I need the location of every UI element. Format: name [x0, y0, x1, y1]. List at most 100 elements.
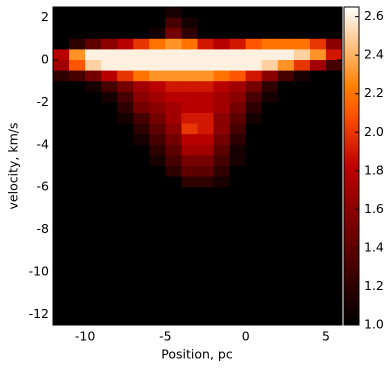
heatmap-cell	[197, 187, 214, 199]
heatmap-cell	[181, 7, 198, 18]
heatmap-cell	[181, 28, 198, 40]
y-tick-label: -8	[37, 221, 50, 236]
heatmap-cell	[277, 91, 295, 103]
heatmap-cell	[53, 134, 70, 146]
heatmap-cell	[53, 17, 70, 29]
heatmap-cell	[53, 38, 70, 50]
heatmap-cell	[181, 113, 198, 124]
heatmap-cell	[101, 197, 118, 209]
heatmap-cell	[277, 38, 295, 50]
heatmap-cell	[261, 7, 279, 18]
heatmap-cell	[309, 81, 327, 93]
heatmap-cell	[133, 155, 150, 167]
heatmap-cell	[85, 176, 102, 188]
heatmap-cell	[117, 38, 134, 50]
heatmap-cell	[309, 166, 327, 177]
heatmap-cell	[309, 7, 327, 18]
heatmap-cell	[85, 70, 102, 82]
heatmap-cell	[245, 155, 263, 167]
heatmap-cell	[117, 60, 134, 71]
x-tick-label: -5	[159, 329, 171, 344]
heatmap-cell	[245, 60, 263, 71]
y-tick-label: -6	[37, 179, 50, 194]
heatmap-cell	[261, 144, 279, 156]
heatmap-cell	[229, 81, 247, 93]
heatmap-cell	[213, 28, 231, 40]
heatmap-cell	[117, 113, 134, 124]
heatmap-cell	[277, 113, 295, 124]
x-tick-label: 5	[322, 329, 330, 344]
heatmap-cell	[53, 155, 70, 167]
heatmap-cell	[325, 144, 343, 156]
heatmap-cell	[213, 134, 231, 146]
heatmap-cell	[245, 197, 263, 209]
heatmap-cell	[85, 17, 102, 29]
heatmap-cell	[181, 197, 198, 209]
heatmap-cell	[293, 155, 311, 167]
heatmap-cell	[229, 134, 247, 146]
y-tick-label: -4	[37, 136, 50, 151]
heatmap-cell	[277, 166, 295, 177]
heatmap-cell	[277, 81, 295, 93]
heatmap-cell	[229, 17, 247, 29]
heatmap-cell	[229, 60, 247, 71]
heatmap-cell	[53, 91, 70, 103]
heatmap-cell	[165, 70, 182, 82]
heatmap-cell	[245, 38, 263, 50]
heatmap-cell	[117, 134, 134, 146]
heatmap-cell	[197, 7, 214, 18]
heatmap-cell	[101, 91, 118, 103]
heatmap-cell	[69, 166, 86, 177]
heatmap-cell	[309, 17, 327, 29]
heatmap-cell	[117, 17, 134, 29]
heatmap-cell	[165, 155, 182, 167]
heatmap-cell	[197, 144, 214, 156]
heatmap-cell	[181, 166, 198, 177]
heatmap-cell	[165, 134, 182, 146]
heatmap-cell	[181, 134, 198, 146]
heatmap-cell	[69, 38, 86, 50]
heatmap-cell	[325, 197, 343, 209]
heatmap-cell	[53, 49, 70, 61]
heatmap-cell	[149, 102, 166, 114]
heatmap-cell	[101, 7, 118, 18]
heatmap-cell	[181, 123, 198, 135]
heatmap-cell	[293, 28, 311, 40]
heatmap-cell	[245, 7, 263, 18]
heatmap-cell	[85, 166, 102, 177]
heatmap-cell	[213, 123, 231, 135]
heatmap-cell	[261, 134, 279, 146]
heatmap-cell	[309, 102, 327, 114]
y-tick-label: 2	[41, 9, 49, 24]
heatmap-cell	[277, 123, 295, 135]
heatmap-cell	[85, 7, 102, 18]
heatmap-cell	[117, 144, 134, 156]
heatmap-cell	[85, 28, 102, 40]
heatmap-cell	[261, 91, 279, 103]
heatmap-cell	[69, 197, 86, 209]
heatmap-cell	[149, 91, 166, 103]
heatmap	[53, 7, 343, 209]
heatmap-cell	[149, 81, 166, 93]
heatmap-cell	[309, 70, 327, 82]
heatmap-cell	[325, 102, 343, 114]
heatmap-cell	[181, 176, 198, 188]
colorbar-tick-label: 1.4	[364, 239, 384, 254]
heatmap-cell	[149, 28, 166, 40]
colorbar-tick-label: 2.2	[364, 85, 384, 100]
heatmap-cell	[261, 176, 279, 188]
heatmap-cell	[213, 49, 231, 61]
y-tick-label: -12	[29, 306, 49, 321]
heatmap-cell	[245, 144, 263, 156]
heatmap-cell	[325, 91, 343, 103]
heatmap-cell	[245, 49, 263, 61]
heatmap-cell	[293, 123, 311, 135]
heatmap-cell	[53, 102, 70, 114]
heatmap-cell	[69, 176, 86, 188]
heatmap-cell	[149, 187, 166, 199]
heatmap-cell	[133, 38, 150, 50]
heatmap-cell	[245, 70, 263, 82]
heatmap-cell	[197, 102, 214, 114]
heatmap-cell	[309, 176, 327, 188]
heatmap-cell	[213, 113, 231, 124]
